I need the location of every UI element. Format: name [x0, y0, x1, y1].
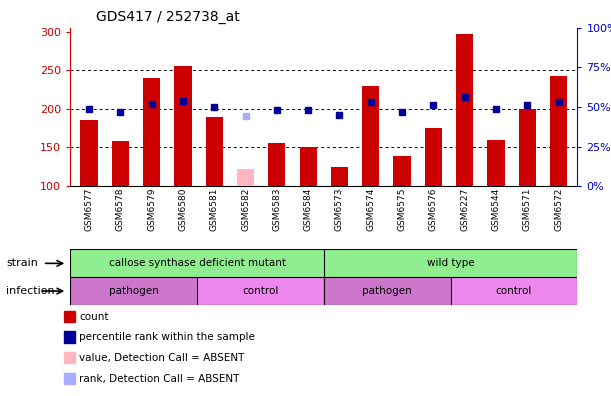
- Text: callose synthase deficient mutant: callose synthase deficient mutant: [109, 258, 285, 268]
- Bar: [237, 169, 254, 186]
- FancyBboxPatch shape: [197, 277, 324, 305]
- FancyBboxPatch shape: [324, 277, 450, 305]
- FancyBboxPatch shape: [450, 277, 577, 305]
- Bar: [519, 109, 536, 186]
- Text: pathogen: pathogen: [362, 286, 412, 296]
- Text: control: control: [496, 286, 532, 296]
- Text: percentile rank within the sample: percentile rank within the sample: [79, 332, 255, 343]
- Text: wild type: wild type: [427, 258, 474, 268]
- Text: strain: strain: [6, 258, 38, 268]
- Text: rank, Detection Call = ABSENT: rank, Detection Call = ABSENT: [79, 373, 240, 384]
- Text: value, Detection Call = ABSENT: value, Detection Call = ABSENT: [79, 353, 245, 363]
- FancyBboxPatch shape: [324, 249, 577, 277]
- Bar: [393, 156, 411, 186]
- Bar: [174, 67, 192, 186]
- Bar: [488, 140, 505, 186]
- Bar: [362, 86, 379, 186]
- Bar: [143, 78, 160, 186]
- Bar: [112, 141, 129, 186]
- Bar: [81, 120, 98, 186]
- Bar: [550, 76, 567, 186]
- Bar: [299, 147, 316, 186]
- FancyBboxPatch shape: [70, 249, 324, 277]
- FancyBboxPatch shape: [70, 277, 197, 305]
- Text: pathogen: pathogen: [109, 286, 158, 296]
- Text: GDS417 / 252738_at: GDS417 / 252738_at: [95, 10, 240, 24]
- Bar: [456, 34, 474, 186]
- Text: control: control: [242, 286, 279, 296]
- Bar: [206, 116, 223, 186]
- Text: infection: infection: [6, 286, 55, 296]
- Text: count: count: [79, 312, 109, 322]
- Bar: [331, 167, 348, 186]
- Bar: [425, 128, 442, 186]
- Bar: [268, 143, 285, 186]
